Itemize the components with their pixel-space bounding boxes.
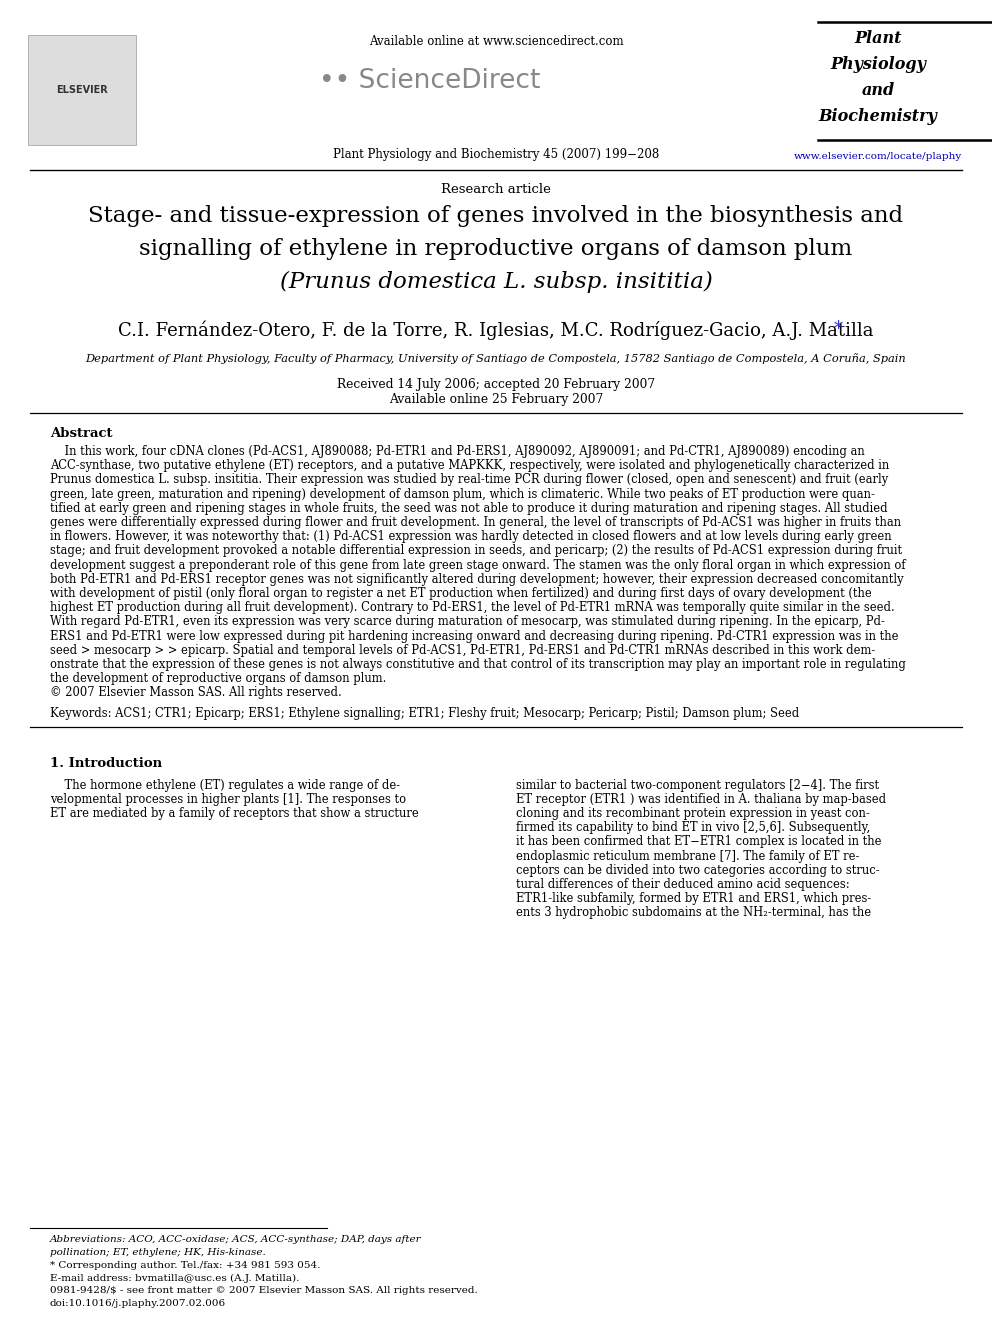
Text: 1. Introduction: 1. Introduction [50,757,162,770]
Text: Received 14 July 2006; accepted 20 February 2007: Received 14 July 2006; accepted 20 Febru… [337,378,655,392]
Text: signalling of ethylene in reproductive organs of damson plum: signalling of ethylene in reproductive o… [139,238,853,261]
Text: E-mail address: bvmatilla@usc.es (A.J. Matilla).: E-mail address: bvmatilla@usc.es (A.J. M… [50,1274,300,1283]
Text: www.elsevier.com/locate/plaphy: www.elsevier.com/locate/plaphy [794,152,962,161]
Text: *: * [834,320,843,337]
Text: Plant: Plant [854,30,902,48]
Text: * Corresponding author. Tel./fax: +34 981 593 054.: * Corresponding author. Tel./fax: +34 98… [50,1261,320,1270]
Text: both Pd-ETR1 and Pd-ERS1 receptor genes was not significantly altered during dev: both Pd-ETR1 and Pd-ERS1 receptor genes … [50,573,904,586]
Text: tural differences of their deduced amino acid sequences:: tural differences of their deduced amino… [516,878,849,890]
Text: firmed its capability to bind ET in vivo [2,5,6]. Subsequently,: firmed its capability to bind ET in vivo… [516,822,870,835]
Text: Department of Plant Physiology, Faculty of Pharmacy, University of Santiago de C: Department of Plant Physiology, Faculty … [85,353,907,364]
Text: Stage- and tissue-expression of genes involved in the biosynthesis and: Stage- and tissue-expression of genes in… [88,205,904,228]
Text: cloning and its recombinant protein expression in yeast con-: cloning and its recombinant protein expr… [516,807,870,820]
Text: © 2007 Elsevier Masson SAS. All rights reserved.: © 2007 Elsevier Masson SAS. All rights r… [50,687,342,700]
Text: ETR1-like subfamily, formed by ETR1 and ERS1, which pres-: ETR1-like subfamily, formed by ETR1 and … [516,892,871,905]
Text: genes were differentially expressed during flower and fruit development. In gene: genes were differentially expressed duri… [50,516,901,529]
Text: ET receptor (ETR1 ) was identified in A. thaliana by map-based: ET receptor (ETR1 ) was identified in A.… [516,792,886,806]
Text: velopmental processes in higher plants [1]. The responses to: velopmental processes in higher plants [… [50,792,406,806]
Text: the development of reproductive organs of damson plum.: the development of reproductive organs o… [50,672,386,685]
Text: similar to bacterial two-component regulators [2−4]. The first: similar to bacterial two-component regul… [516,779,879,791]
Text: pollination; ET, ethylene; HK, His-kinase.: pollination; ET, ethylene; HK, His-kinas… [50,1248,266,1257]
Text: onstrate that the expression of these genes is not always constitutive and that : onstrate that the expression of these ge… [50,658,906,671]
Text: ceptors can be divided into two categories according to struc-: ceptors can be divided into two categori… [516,864,880,877]
Text: in flowers. However, it was noteworthy that: (1) Pd-ACS1 expression was hardly d: in flowers. However, it was noteworthy t… [50,531,892,544]
Text: The hormone ethylene (ET) regulates a wide range of de-: The hormone ethylene (ET) regulates a wi… [50,779,400,791]
Text: Research article: Research article [441,183,551,196]
Text: and: and [861,82,895,99]
Text: Physiology: Physiology [830,56,926,73]
Text: ERS1 and Pd-ETR1 were low expressed during pit hardening increasing onward and d: ERS1 and Pd-ETR1 were low expressed duri… [50,630,899,643]
Text: seed > mesocarp > > epicarp. Spatial and temporal levels of Pd-ACS1, Pd-ETR1, Pd: seed > mesocarp > > epicarp. Spatial and… [50,644,875,656]
Text: highest ET production during all fruit development). Contrary to Pd-ERS1, the le: highest ET production during all fruit d… [50,601,895,614]
Text: Prunus domestica L. subsp. insititia. Their expression was studied by real-time : Prunus domestica L. subsp. insititia. Th… [50,474,888,487]
Text: Available online at www.sciencedirect.com: Available online at www.sciencedirect.co… [369,34,623,48]
Text: endoplasmic reticulum membrane [7]. The family of ET re-: endoplasmic reticulum membrane [7]. The … [516,849,859,863]
Text: •• ScienceDirect: •• ScienceDirect [319,67,541,94]
Text: development suggest a preponderant role of this gene from late green stage onwar: development suggest a preponderant role … [50,558,906,572]
Text: doi:10.1016/j.plaphy.2007.02.006: doi:10.1016/j.plaphy.2007.02.006 [50,1299,226,1308]
Text: green, late green, maturation and ripening) development of damson plum, which is: green, late green, maturation and ripeni… [50,488,875,500]
Text: Plant Physiology and Biochemistry 45 (2007) 199−208: Plant Physiology and Biochemistry 45 (20… [333,148,659,161]
Bar [28,34,136,146]
Text: Keywords: ACS1; CTR1; Epicarp; ERS1; Ethylene signalling; ETR1; Fleshy fruit; Me: Keywords: ACS1; CTR1; Epicarp; ERS1; Eth… [50,706,800,720]
Text: stage; and fruit development provoked a notable differential expression in seeds: stage; and fruit development provoked a … [50,544,902,557]
Text: In this work, four cDNA clones (Pd-ACS1, AJ890088; Pd-ETR1 and Pd-ERS1, AJ890092: In this work, four cDNA clones (Pd-ACS1,… [50,445,865,458]
Text: C.I. Fernández-Otero, F. de la Torre, R. Iglesias, M.C. Rodríguez-Gacio, A.J. Ma: C.I. Fernández-Otero, F. de la Torre, R.… [118,320,874,340]
Text: Abstract: Abstract [50,427,112,441]
Text: with development of pistil (only floral organ to register a net ET production wh: with development of pistil (only floral … [50,587,872,601]
Text: With regard Pd-ETR1, even its expression was very scarce during maturation of me: With regard Pd-ETR1, even its expression… [50,615,885,628]
Text: Biochemistry: Biochemistry [818,108,937,124]
Text: Available online 25 February 2007: Available online 25 February 2007 [389,393,603,406]
Text: (Prunus domestica L. subsp. insititia): (Prunus domestica L. subsp. insititia) [280,271,712,294]
Text: ents 3 hydrophobic subdomains at the NH₂-terminal, has the: ents 3 hydrophobic subdomains at the NH₂… [516,906,871,919]
Text: it has been confirmed that ET−ETR1 complex is located in the: it has been confirmed that ET−ETR1 compl… [516,835,882,848]
Text: ELSEVIER: ELSEVIER [57,85,108,95]
Text: Abbreviations: ACO, ACC-oxidase; ACS, ACC-synthase; DAP, days after: Abbreviations: ACO, ACC-oxidase; ACS, AC… [50,1234,422,1244]
Text: 0981-9428/$ - see front matter © 2007 Elsevier Masson SAS. All rights reserved.: 0981-9428/$ - see front matter © 2007 El… [50,1286,478,1295]
Text: tified at early green and ripening stages in whole fruits, the seed was not able: tified at early green and ripening stage… [50,501,888,515]
Text: ACC-synthase, two putative ethylene (ET) receptors, and a putative MAPKKK, respe: ACC-synthase, two putative ethylene (ET)… [50,459,889,472]
Text: ET are mediated by a family of receptors that show a structure: ET are mediated by a family of receptors… [50,807,419,820]
